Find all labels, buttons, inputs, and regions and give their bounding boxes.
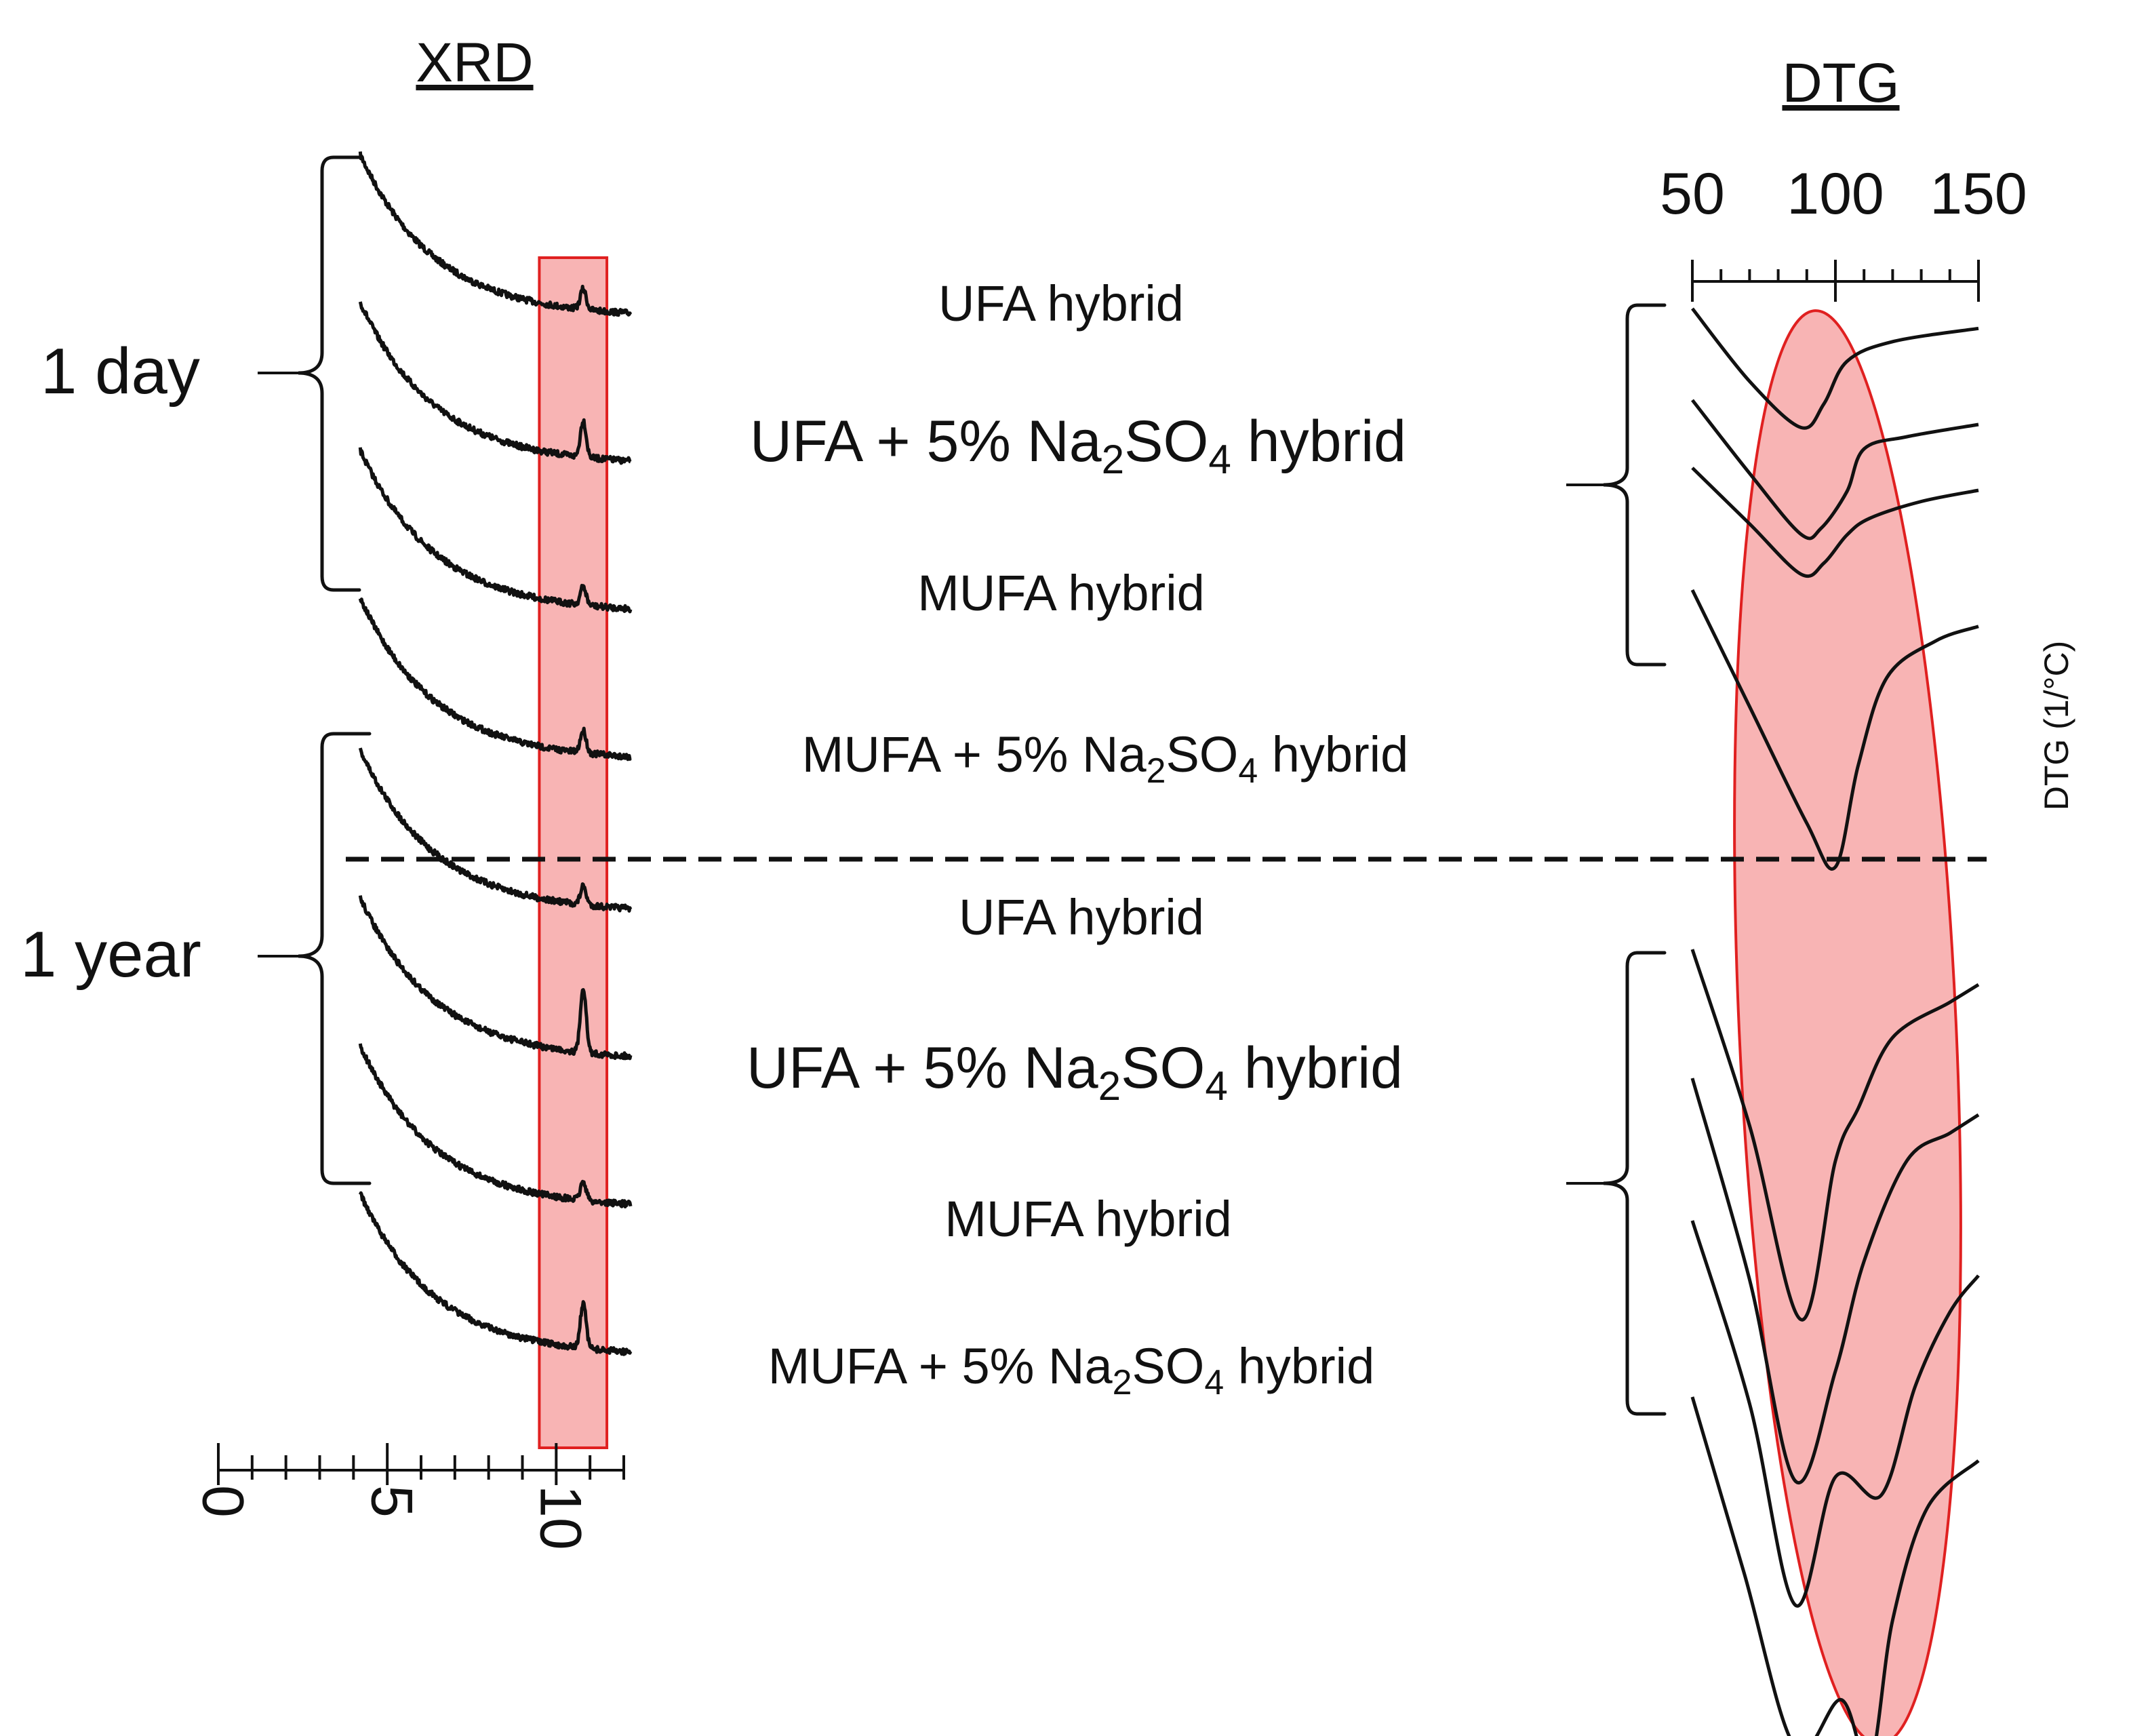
dtg-tick-label: 50 — [1660, 161, 1725, 226]
xrd-traces — [358, 151, 633, 1356]
dtg-tick-label: 100 — [1787, 161, 1884, 226]
xrd-series-2 — [358, 301, 632, 465]
dtg-traces — [1690, 307, 1980, 1736]
xrd-series-6 — [358, 895, 633, 1061]
dtg-series-2 — [1691, 399, 1979, 540]
dtg-tick-label: 150 — [1930, 161, 2027, 226]
group-label-1-day: 1 day — [41, 335, 200, 408]
xrd-x-axis: 0 5 10 — [190, 1443, 625, 1550]
sample-label-1-day-ufa-na2so4: UFA + 5% Na2SO4 hybrid — [750, 409, 1406, 482]
dtg-y-axis-title: DTG (1/°C) — [2037, 641, 2075, 811]
xrd-title: XRD — [416, 32, 533, 94]
dtg-highlight-ellipse — [1733, 309, 1962, 1736]
xrd-tick-label: 0 — [190, 1485, 255, 1518]
xrd-tick-label: 5 — [359, 1485, 424, 1518]
sample-label-1-year-ufa-na2so4: UFA + 5% Na2SO4 hybrid — [747, 1035, 1403, 1109]
xrd-series-7 — [358, 1043, 633, 1208]
xrd-highlight-band — [538, 256, 609, 1449]
dtg-series-5 — [1690, 949, 1980, 1322]
dtg-series-4 — [1690, 589, 1979, 871]
group-label-1-year: 1 year — [20, 918, 201, 991]
xrd-tick-label: 10 — [528, 1485, 593, 1550]
dtg-x-axis: 50 100 150 — [1660, 161, 2027, 302]
dtg-series-1 — [1691, 307, 1979, 430]
brace-1-day-dtg — [1603, 303, 1667, 667]
sample-label-1-day-mufa: MUFA hybrid — [917, 565, 1205, 621]
sample-label-1-day-ufa: UFA hybrid — [938, 275, 1184, 332]
xrd-series-1 — [358, 151, 633, 317]
dtg-series-3 — [1691, 467, 1979, 578]
brace-1-year-xrd — [298, 732, 372, 1185]
dtg-series-6 — [1690, 1078, 1980, 1485]
brace-1-year-dtg — [1603, 951, 1667, 1416]
dtg-series-7 — [1690, 1220, 1980, 1608]
xrd-series-5 — [358, 747, 633, 913]
sample-label-1-year-ufa: UFA hybrid — [959, 889, 1204, 945]
sample-label-1-year-mufa: MUFA hybrid — [944, 1191, 1232, 1247]
sample-label-1-year-mufa-na2so4: MUFA + 5% Na2SO4 hybrid — [768, 1338, 1375, 1402]
xrd-series-4 — [358, 597, 632, 762]
dtg-title: DTG — [1782, 52, 1899, 114]
xrd-series-3 — [358, 447, 633, 614]
dtg-series-8 — [1690, 1396, 1980, 1736]
brace-1-day-xrd — [298, 155, 361, 592]
sample-label-1-day-mufa-na2so4: MUFA + 5% Na2SO4 hybrid — [802, 726, 1409, 790]
xrd-series-8 — [358, 1191, 633, 1356]
